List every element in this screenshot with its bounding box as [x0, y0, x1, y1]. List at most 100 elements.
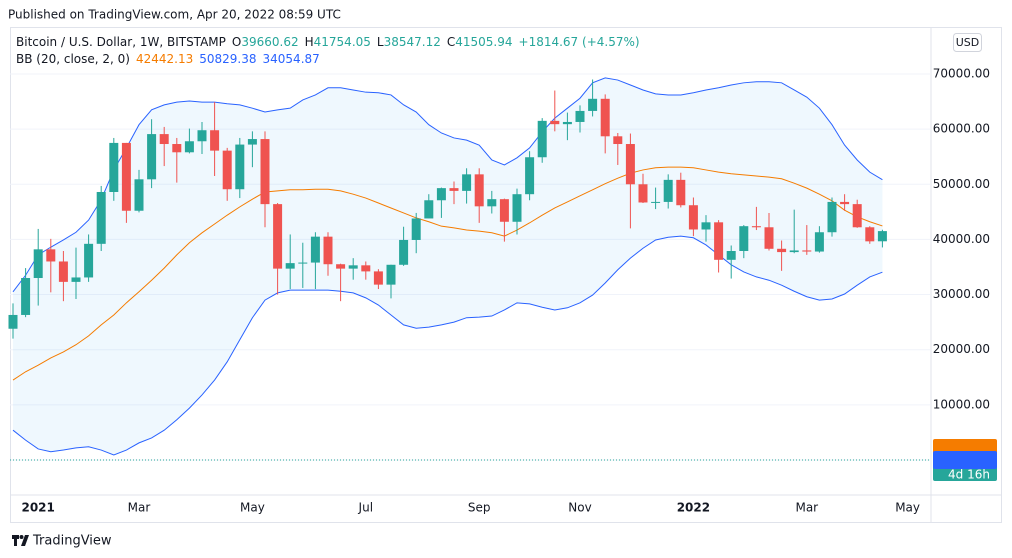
candle-body	[71, 277, 81, 282]
candle-body	[147, 134, 157, 180]
plot	[8, 77, 930, 461]
candle-body	[802, 250, 812, 252]
candle-body	[840, 201, 850, 205]
footer-logo	[12, 535, 29, 546]
candle-body	[676, 179, 686, 206]
footer-brand: TradingView	[32, 534, 112, 549]
candle-body	[84, 243, 94, 278]
candle-body	[298, 262, 308, 264]
candle-body	[550, 120, 560, 125]
currency-label[interactable]: USD	[956, 36, 980, 49]
candle-body	[625, 144, 635, 185]
candle-body	[688, 205, 698, 230]
y-tick-label: 10000.00	[933, 397, 990, 411]
candle-body	[323, 236, 333, 265]
candle-body	[499, 199, 509, 222]
candle-body	[21, 278, 31, 315]
x-tick-label: 2022	[677, 501, 710, 515]
candle-body	[789, 250, 799, 253]
candle-body	[651, 201, 661, 203]
y-tick-label: 20000.00	[933, 342, 990, 356]
x-tick-label: May	[895, 501, 920, 515]
candle-body	[714, 222, 724, 260]
axes: 0.0010000.0020000.0030000.0040000.005000…	[21, 66, 997, 515]
candle-body	[613, 136, 623, 145]
candle-body	[260, 139, 270, 205]
y-tick-label: 60000.00	[933, 122, 990, 136]
candle-body	[701, 222, 711, 230]
candle-body	[222, 150, 232, 190]
candle-body	[33, 249, 43, 279]
band-upper	[12, 77, 883, 293]
candle-body	[348, 265, 358, 269]
candle-body	[58, 261, 68, 282]
published-note: Published on TradingView.com, Apr 20, 20…	[8, 8, 341, 22]
lower-value: 34054.87	[263, 52, 320, 66]
candle-body	[638, 184, 648, 203]
candle-body	[588, 98, 598, 111]
close-label: C	[447, 35, 455, 49]
basis-value: 42442.13	[136, 52, 193, 66]
candle-body	[537, 120, 547, 158]
candle-body	[285, 263, 295, 269]
candle-body	[512, 194, 522, 222]
candle-body	[273, 204, 283, 269]
candle-body	[159, 134, 169, 145]
candle-body	[449, 188, 459, 191]
candle-body	[562, 121, 572, 125]
candle-body	[8, 314, 18, 329]
candle-body	[877, 231, 887, 242]
candle-body	[109, 142, 119, 192]
candle-body	[827, 201, 837, 233]
x-tick-label: Mar	[128, 501, 151, 515]
candle-body	[600, 98, 610, 137]
candle-body	[121, 142, 131, 211]
candle-body	[235, 144, 245, 190]
low-value: 38547.12	[384, 35, 441, 49]
candle-body	[134, 179, 144, 211]
currency-button[interactable]	[953, 33, 982, 52]
x-tick-label: Jul	[358, 501, 373, 515]
upper-value: 50829.38	[199, 52, 256, 66]
close-value: 41505.94	[455, 35, 512, 49]
high-label: H	[305, 35, 314, 49]
candle-body	[197, 130, 207, 142]
candle-body	[436, 188, 446, 201]
candle-body	[525, 157, 535, 195]
open-value: 39660.62	[241, 35, 298, 49]
candle-body	[46, 249, 56, 262]
candle-body	[96, 191, 106, 244]
candle-body	[172, 144, 182, 153]
y-tick-label: 30000.00	[933, 287, 990, 301]
logo-part	[14, 539, 17, 546]
candle-body	[852, 204, 862, 228]
low-label: L	[377, 35, 384, 49]
candle-body	[739, 226, 749, 251]
x-tick-label: 2021	[21, 501, 54, 515]
x-tick-label: Mar	[795, 501, 818, 515]
candle-body	[361, 265, 371, 272]
legend-indicator: BB (20, close, 2, 0) 42442.13 50829.38 3405…	[16, 52, 320, 66]
candle-body	[575, 110, 585, 122]
candle-body	[411, 218, 421, 240]
high-value: 41754.05	[314, 35, 371, 49]
x-tick-label: Nov	[568, 501, 591, 515]
candle-body	[310, 236, 320, 263]
candle-body	[663, 179, 673, 202]
candle-body	[726, 250, 736, 260]
candle-body	[386, 264, 396, 285]
candle-body	[424, 200, 434, 219]
y-tick-label: 70000.00	[933, 66, 990, 80]
logo-part	[21, 535, 29, 546]
legend-main: Bitcoin / U.S. Dollar, 1W, BITSTAMP O3966…	[16, 35, 640, 49]
logo-part	[12, 535, 19, 539]
candle-body	[399, 239, 409, 265]
candle-body	[210, 130, 220, 151]
indicator-name: BB (20, close, 2, 0)	[16, 52, 130, 66]
y-tick-label: 50000.00	[933, 177, 990, 191]
y-tick-label: 40000.00	[933, 232, 990, 246]
grid	[10, 73, 930, 461]
candle-body	[373, 271, 383, 285]
candle-body	[474, 174, 484, 207]
